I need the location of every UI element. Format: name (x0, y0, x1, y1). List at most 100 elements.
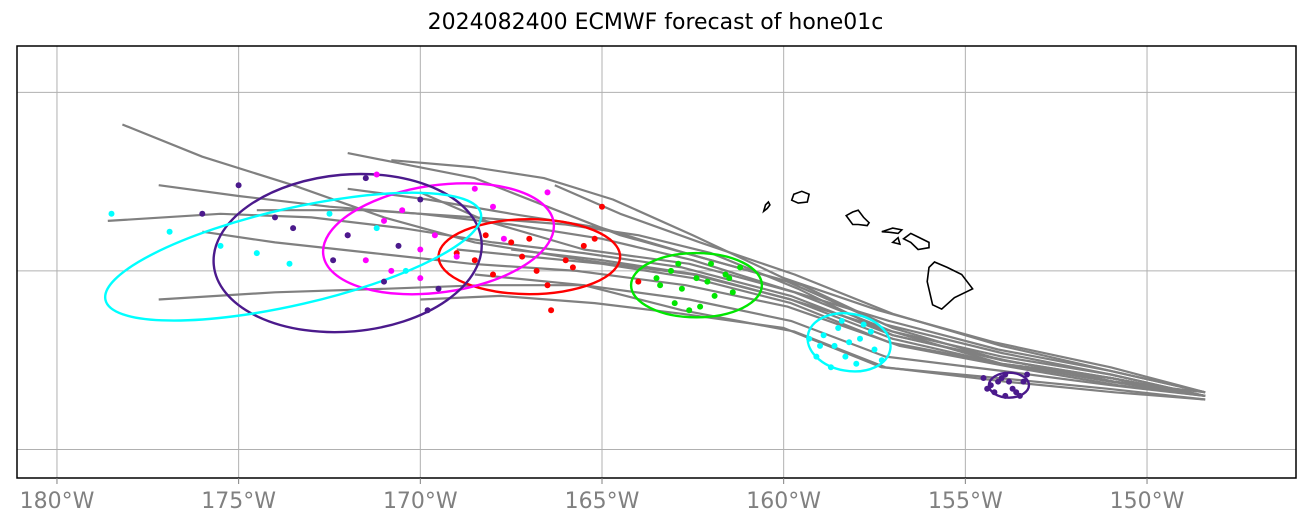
day-7-position (108, 210, 115, 217)
day-3-position (675, 260, 682, 267)
day-3-position (693, 275, 700, 282)
gridlines (17, 46, 1296, 478)
x-axis-ticks: 180°W 175°W 170°W 165°W 160°W 155°W 150°W (20, 478, 1185, 514)
day-5-position (490, 203, 496, 210)
day-1-position (995, 378, 1002, 385)
day-2-position (846, 339, 853, 346)
day-6-position (344, 232, 351, 239)
day-3-position (697, 303, 704, 310)
day-2-position (867, 328, 874, 335)
day-5-position (388, 267, 395, 274)
day-4-position (482, 232, 489, 239)
day-7-position (253, 250, 260, 257)
day-3-position (737, 264, 744, 271)
ensemble-track (420, 294, 1206, 401)
day-3-position (729, 289, 736, 296)
day-4-position (508, 239, 515, 246)
ensemble-tracks (107, 123, 1206, 401)
ensemble-track (256, 209, 1206, 397)
day-5-position (544, 189, 551, 196)
day-4-position (635, 278, 642, 285)
plot-frame (16, 45, 1297, 479)
day-2-position (813, 353, 820, 360)
day-2-position (853, 360, 860, 367)
day-2-position (878, 357, 885, 364)
day-1-position (1002, 371, 1009, 378)
day-7-ellipse (103, 191, 483, 322)
forecast-positions (108, 171, 1031, 399)
day-6-position (362, 175, 369, 182)
day-4-position (548, 307, 555, 314)
day-1-position (1002, 392, 1009, 399)
day-4-position (562, 257, 569, 264)
day-4-position (599, 203, 605, 210)
day-6-ellipse (212, 172, 483, 334)
day-3-ellipse (629, 251, 764, 319)
day-2-position (817, 342, 823, 349)
day-2-ellipse (806, 312, 892, 373)
day-7-position (166, 228, 173, 235)
day-2-position (835, 325, 842, 331)
day-1-position (1006, 378, 1012, 385)
island-coastline (881, 227, 904, 235)
day-5-position (417, 275, 424, 282)
island-coastline (890, 236, 902, 246)
day-1-position (1016, 392, 1023, 399)
ensemble-track (554, 184, 1206, 394)
day-3-position (722, 271, 729, 278)
day-4-position (471, 257, 478, 264)
day-6-position (424, 307, 431, 314)
x-tick-label: 150°W (1110, 489, 1185, 514)
day-2-position (827, 364, 834, 371)
day-3-position (708, 260, 714, 267)
coastlines (762, 190, 974, 311)
island-coastline (790, 190, 811, 204)
day-1-position (991, 389, 998, 396)
day-3-position (671, 300, 678, 307)
day-5-position (471, 185, 478, 192)
day-1-position (984, 385, 991, 392)
island-coastline (926, 261, 974, 311)
ensemble-track (474, 273, 1206, 401)
x-tick-label: 165°W (565, 489, 640, 514)
day-6-position (417, 196, 424, 203)
day-6-position (381, 278, 387, 285)
day-5-position (431, 232, 438, 239)
day-7-position (402, 267, 409, 274)
ensemble-track (347, 187, 1206, 397)
day-7-position (326, 210, 333, 217)
day-4-position (544, 282, 551, 289)
x-tick-label: 160°W (746, 489, 821, 514)
day-4-position (519, 253, 526, 260)
day-1-position (1009, 385, 1016, 392)
day-2-position (857, 335, 863, 342)
day-4-position (569, 264, 576, 271)
island-coastline (762, 200, 771, 214)
day-5-position (373, 171, 380, 178)
day-7-position (373, 225, 380, 232)
day-2-position (838, 317, 845, 324)
ensemble-track (158, 284, 1206, 397)
x-tick-label: 180°W (20, 489, 95, 514)
day-3-position (726, 275, 733, 282)
day-3-position (678, 285, 685, 292)
day-4-position (533, 267, 540, 274)
day-4-position (526, 235, 533, 242)
island-coastline (902, 232, 930, 251)
day-2-position (820, 332, 827, 339)
day-3-position (686, 307, 693, 314)
day-3-position (704, 278, 711, 285)
day-5-position (399, 207, 406, 214)
day-6-position (395, 242, 402, 249)
day-6-position (199, 210, 206, 217)
day-2-position (871, 346, 878, 353)
ensemble-track (202, 230, 1206, 397)
ensemble-track (391, 159, 1206, 394)
day-7-position (217, 242, 224, 249)
day-4-position (580, 242, 587, 249)
x-tick-label: 170°W (383, 489, 458, 514)
day-5-position (417, 246, 424, 253)
day-3-position (668, 267, 674, 274)
ensemble-track (511, 248, 1206, 397)
